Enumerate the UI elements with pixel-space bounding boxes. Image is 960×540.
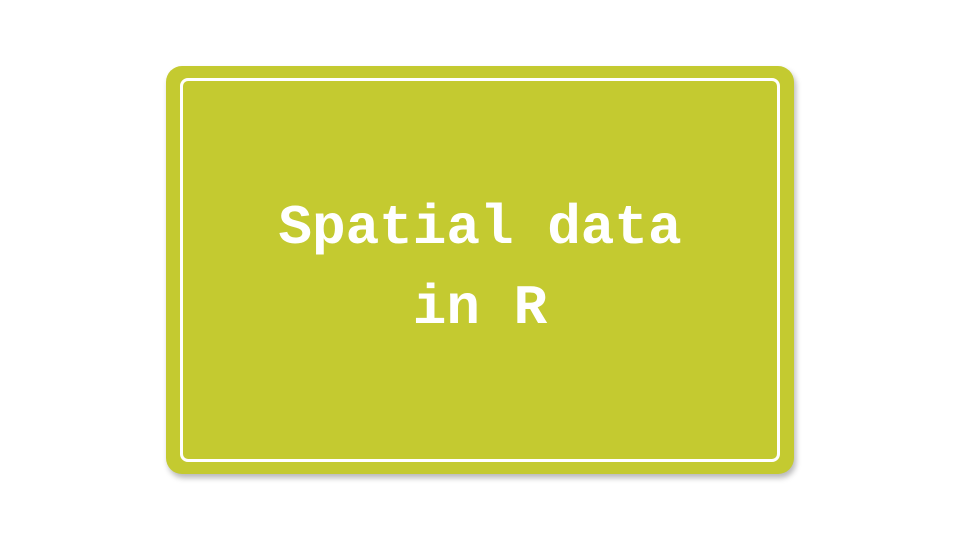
slide-title: Spatial data in R bbox=[166, 188, 794, 348]
title-line-2: in R bbox=[412, 276, 548, 340]
card-inner-border bbox=[180, 78, 780, 462]
title-card: Spatial data in R bbox=[166, 66, 794, 474]
title-line-1: Spatial data bbox=[278, 196, 682, 260]
